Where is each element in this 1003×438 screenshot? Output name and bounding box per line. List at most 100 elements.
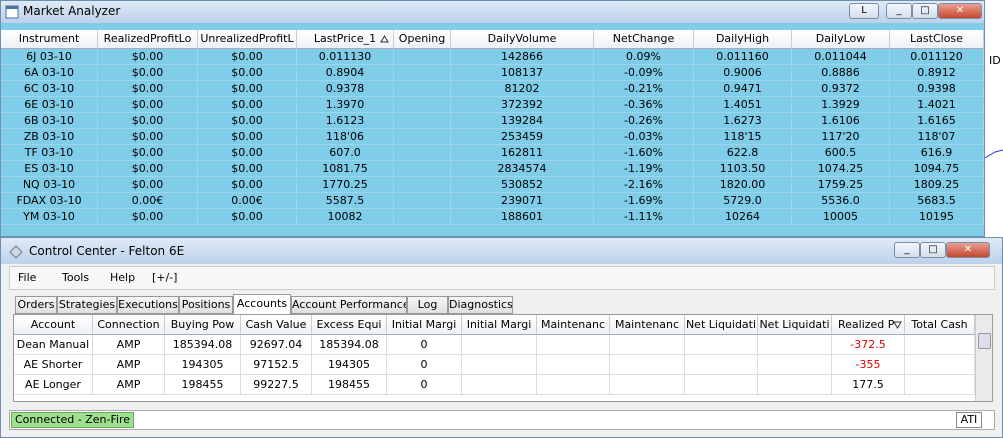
grid-cell (685, 335, 758, 355)
tab[interactable]: Account Performance (291, 296, 407, 314)
column-header[interactable]: UnrealizedProfitL (198, 30, 297, 49)
grid-cell: NQ 03-10 (1, 177, 98, 193)
grid-cell: 188601 (451, 209, 594, 225)
column-header[interactable]: RealizedProfitLo (98, 30, 198, 49)
grid-cell: 194305 (165, 355, 241, 375)
grid-cell: 1103.50 (694, 161, 792, 177)
tab[interactable]: Accounts (233, 294, 291, 314)
column-header[interactable]: Excess Equi (312, 315, 387, 335)
grid-cell: -1.11% (594, 209, 694, 225)
column-header[interactable]: Connection (93, 315, 165, 335)
grid-cell: 1.6106 (792, 113, 890, 129)
grid-cell: 10005 (792, 209, 890, 225)
grid-cell: AE Shorter (14, 355, 93, 375)
grid-cell (462, 335, 537, 355)
column-header[interactable]: DailyVolume (451, 30, 594, 49)
tab[interactable]: Strategies (57, 296, 117, 314)
grid-cell: $0.00 (198, 49, 297, 65)
layout-button[interactable]: L (849, 3, 879, 19)
column-header[interactable]: Instrument (1, 30, 98, 49)
column-header[interactable]: Maintenanc (610, 315, 685, 335)
grid-cell: $0.00 (198, 129, 297, 145)
tab[interactable]: Log (407, 296, 448, 314)
window-icon (9, 245, 23, 259)
grid-cell: 194305 (312, 355, 387, 375)
tab[interactable]: Positions (179, 296, 233, 314)
grid-cell: 6J 03-10 (1, 49, 98, 65)
column-header[interactable]: Net Liquidati (685, 315, 758, 335)
grid-cell: 142866 (451, 49, 594, 65)
grid-cell: 0.00€ (98, 193, 198, 209)
grid-cell: 600.5 (792, 145, 890, 161)
column-header[interactable]: LastPrice_1 (297, 30, 394, 49)
maximize-button[interactable]: □ (912, 3, 938, 19)
grid-cell: $0.00 (198, 161, 297, 177)
grid-cell: 1081.75 (297, 161, 394, 177)
ati-status: ATI (956, 412, 982, 428)
close-button[interactable]: ✕ (938, 3, 982, 19)
grid-cell: 0.00€ (198, 193, 297, 209)
grid-cell: 0 (387, 335, 462, 355)
column-header[interactable]: Initial Margi (462, 315, 537, 335)
grid-cell: -1.60% (594, 145, 694, 161)
tab[interactable]: Orders (15, 296, 57, 314)
grid-cell (394, 65, 451, 81)
column-header[interactable]: DailyHigh (694, 30, 792, 49)
menu-item[interactable]: Help (110, 271, 136, 284)
grid-cell: 118'06 (297, 129, 394, 145)
connection-status: Connected - Zen-Fire (11, 412, 135, 428)
grid-cell: 1074.25 (792, 161, 890, 177)
grid-cell: $0.00 (198, 145, 297, 161)
menu-item[interactable]: File (18, 271, 37, 284)
minimize-button[interactable]: _ (886, 3, 912, 19)
close-button[interactable]: ✕ (946, 242, 990, 258)
grid-cell: 1820.00 (694, 177, 792, 193)
column-header[interactable]: Buying Pow (165, 315, 241, 335)
tab[interactable]: Executions (117, 296, 179, 314)
column-header[interactable]: Realized P (832, 315, 905, 335)
column-header[interactable]: Opening (394, 30, 451, 49)
window-title: Control Center - Felton 6E (29, 244, 185, 258)
market-analyzer-window: Market Analyzer L _ □ ✕ Instrument Realiz… (0, 0, 985, 237)
column-header[interactable]: Initial Margi (387, 315, 462, 335)
grid-cell: 108137 (451, 65, 594, 81)
maximize-button[interactable]: □ (920, 242, 946, 258)
grid-cell (610, 355, 685, 375)
grid-cell (394, 97, 451, 113)
control-center-window: Control Center - Felton 6E _ □ ✕ File Too… (0, 237, 1003, 438)
sort-indicator (380, 35, 389, 43)
grid-cell (462, 375, 537, 395)
tab[interactable]: Diagnostics (448, 296, 513, 314)
scrollbar[interactable] (975, 315, 992, 401)
grid-cell: $0.00 (198, 177, 297, 193)
column-header[interactable]: Net Liquidati (758, 315, 832, 335)
grid-cell: 0.8886 (792, 65, 890, 81)
column-header[interactable]: Total Cash (905, 315, 975, 335)
column-header[interactable]: Cash Value (241, 315, 312, 335)
minimize-button[interactable]: _ (894, 242, 920, 258)
menu-item[interactable]: [+/-] (152, 271, 178, 284)
column-header[interactable]: Maintenanc (537, 315, 610, 335)
grid-cell (610, 375, 685, 395)
column-header[interactable]: LastClose (890, 30, 984, 49)
column-header[interactable]: Account (14, 315, 93, 335)
grid-cell: 10264 (694, 209, 792, 225)
column-header[interactable]: DailyLow (792, 30, 890, 49)
grid-cell: 198455 (312, 375, 387, 395)
menu-item[interactable]: Tools (62, 271, 90, 284)
grid-cell: 0.011120 (890, 49, 984, 65)
grid-cell: 0.8912 (890, 65, 984, 81)
grid-cell: 1759.25 (792, 177, 890, 193)
grid-cell: -372.5 (832, 335, 905, 355)
grid-cell: 1.6123 (297, 113, 394, 129)
grid-cell: FDAX 03-10 (1, 193, 98, 209)
grid-cell: 607.0 (297, 145, 394, 161)
column-header[interactable]: NetChange (594, 30, 694, 49)
grid-cell: Dean Manual (14, 335, 93, 355)
window-icon (5, 5, 19, 19)
status-bar: Connected - Zen-Fire ATI (9, 410, 995, 430)
grid-cell: 0.011160 (694, 49, 792, 65)
accounts-grid: Account Connection Buying Pow Cash Value Exc… (13, 314, 993, 402)
scroll-thumb[interactable] (978, 333, 991, 349)
grid-cell: 1.4051 (694, 97, 792, 113)
